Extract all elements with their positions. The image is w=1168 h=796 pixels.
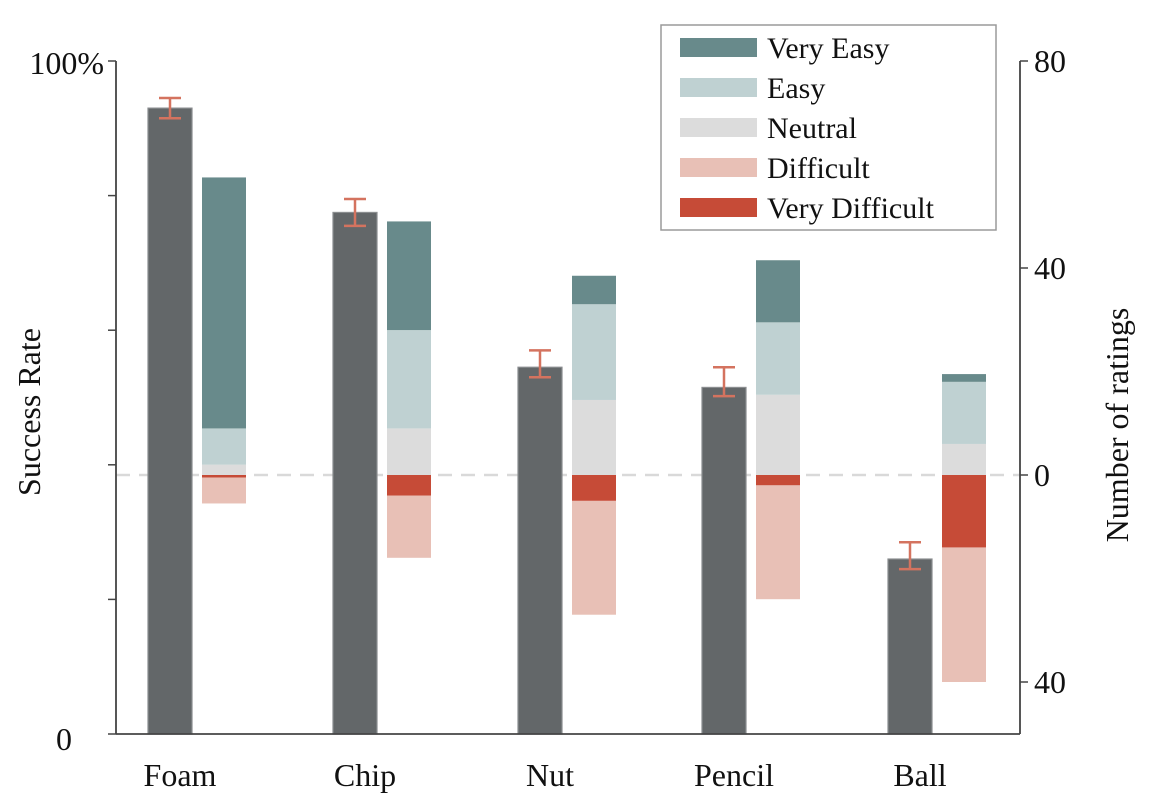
rating-segment-difficult [572,500,616,615]
rating-segment-very-easy [387,221,431,331]
success-bar [332,211,378,735]
rating-segment-easy [756,322,800,395]
legend-swatch [680,158,757,177]
right-tick-label: 40 [1034,250,1066,286]
rating-segment-very-difficult [942,475,986,548]
legend-label: Easy [767,72,825,105]
left-tick-label-bottom: 0 [56,721,72,757]
right-tick-label: 40 [1034,664,1066,700]
rating-segment-difficult [942,547,986,682]
left-tick-label-top: 100% [29,45,104,81]
x-tick-label: Chip [334,757,396,793]
legend-label: Difficult [767,152,870,185]
rating-segment-neutral [942,443,986,475]
legend: Very Easy Easy Neutral Difficult Very Diffic… [660,24,997,231]
right-tick-label: 80 [1034,43,1066,79]
rating-segment-difficult [756,485,800,600]
legend-label: Very Difficult [767,192,935,225]
rating-segment-difficult [387,495,431,558]
rating-segment-very-difficult [572,475,616,501]
bars-layer [116,96,1020,735]
rating-segment-very-difficult [202,475,246,478]
success-bar [517,366,563,735]
success-bar [887,558,933,735]
rating-segment-neutral [572,399,616,475]
x-tick-label: Pencil [694,757,774,793]
rating-segment-very-difficult [756,475,800,486]
x-tick-label: Foam [144,757,217,793]
right-tick-label: 0 [1034,457,1050,493]
rating-segment-easy [942,381,986,444]
legend-swatch [680,38,757,57]
right-axis-title: Number of ratings [1099,308,1135,543]
success-bar [147,107,193,735]
legend-label: Very Easy [767,32,889,65]
left-axis-title: Success Rate [11,328,47,496]
rating-segment-very-easy [202,177,246,429]
rating-segment-neutral [387,428,431,475]
rating-segment-neutral [756,394,800,475]
legend-swatch [680,118,757,137]
rating-segment-very-easy [756,260,800,323]
rating-segment-very-difficult [387,475,431,496]
rating-segment-very-easy [942,374,986,382]
legend-label: Neutral [767,112,857,145]
rating-segment-easy [202,428,246,465]
x-tick-label: Ball [893,757,946,793]
rating-segment-very-easy [572,275,616,305]
x-tick-label: Nut [526,757,574,793]
axes-layer: Foam Chip Nut Pencil Ball 100% 0 40 0 40 80 [29,43,1066,793]
legend-swatch [680,198,757,217]
rating-segment-neutral [202,464,246,475]
success-bar [701,386,747,735]
rating-segment-easy [572,304,616,400]
rating-segment-easy [387,330,431,429]
legend-swatch [680,78,757,97]
rating-segment-difficult [202,477,246,504]
